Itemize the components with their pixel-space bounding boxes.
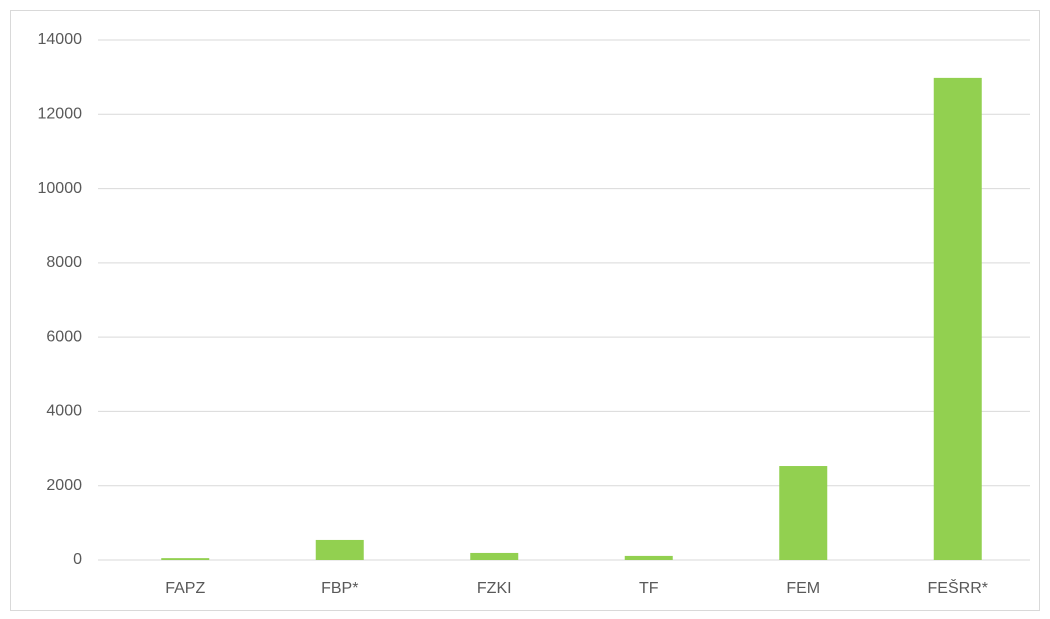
bar [624,555,673,560]
x-tick-label: FAPZ [165,580,205,597]
bar [161,558,210,560]
bar [315,539,364,560]
bar [470,552,519,560]
bar [779,466,828,560]
x-tick-label: FBP* [321,580,358,597]
y-tick-label: 2000 [46,477,82,494]
y-tick-label: 8000 [46,254,82,271]
x-tick-label: FEM [786,580,820,597]
y-tick-label: 6000 [46,328,82,345]
y-tick-label: 10000 [38,180,83,197]
x-tick-label: FZKI [477,580,512,597]
y-tick-label: 0 [73,551,82,568]
y-tick-label: 14000 [38,31,83,48]
x-tick-label: FEŠRR* [928,578,988,597]
y-tick-label: 12000 [38,106,83,123]
x-tick-label: TF [639,580,659,597]
y-tick-label: 4000 [46,403,82,420]
chart-frame [10,10,1040,611]
bar [933,77,982,560]
